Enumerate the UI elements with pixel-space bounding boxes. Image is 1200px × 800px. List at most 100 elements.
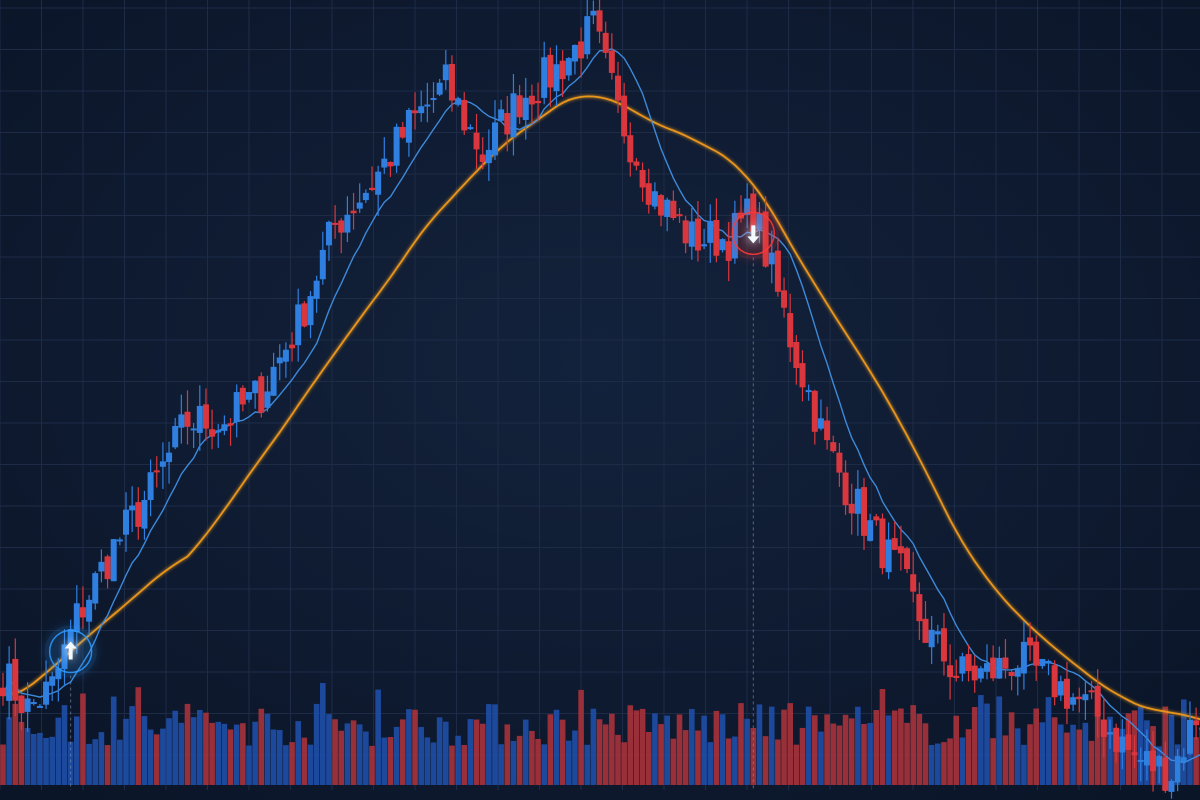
volume-bar xyxy=(768,706,775,785)
volume-bars xyxy=(0,682,1200,785)
candle-body xyxy=(1088,690,1095,693)
candle-body xyxy=(885,539,892,573)
candle-body xyxy=(1014,668,1021,677)
signal-guide-lines xyxy=(70,257,754,790)
moving-average-slow xyxy=(2,95,1200,721)
candle-body xyxy=(498,109,505,121)
candle-body xyxy=(1020,641,1027,674)
candle-body xyxy=(971,665,978,681)
candle-body xyxy=(276,357,283,364)
candle-body xyxy=(258,376,265,413)
candle-body xyxy=(965,654,972,672)
volume-bar xyxy=(787,703,793,785)
candle-body xyxy=(940,628,947,662)
arrow-down-icon xyxy=(747,225,760,244)
candle-body xyxy=(1143,751,1150,766)
volume-bar xyxy=(399,719,406,785)
candle-body xyxy=(1125,734,1132,750)
candle-body xyxy=(824,420,831,441)
candle-body xyxy=(744,198,751,215)
volume-bar xyxy=(221,723,228,785)
volume-bar xyxy=(12,703,19,785)
candle-body xyxy=(1137,759,1144,762)
volume-bar xyxy=(928,744,935,785)
volume-bar xyxy=(916,713,923,785)
candle-body xyxy=(578,41,585,59)
candle-body xyxy=(904,548,911,570)
candle-body xyxy=(202,404,209,429)
candle-body xyxy=(547,54,554,88)
candle-body xyxy=(110,539,117,582)
volume-bar xyxy=(707,742,714,785)
candle-body xyxy=(596,10,603,32)
candle-body xyxy=(485,149,492,164)
candle-body xyxy=(793,341,800,369)
candle-body xyxy=(356,202,363,209)
candle-body xyxy=(252,380,259,394)
volume-bar xyxy=(590,708,597,785)
volume-bar xyxy=(879,688,886,785)
volume-bar xyxy=(166,718,172,785)
volume-bar xyxy=(805,706,812,785)
candle-body xyxy=(553,64,560,92)
candle-body xyxy=(289,344,296,349)
candle-body xyxy=(430,98,437,101)
candle-body xyxy=(405,110,412,143)
candle-body xyxy=(24,698,31,712)
candle-body xyxy=(338,220,345,233)
volume-bar xyxy=(443,721,449,785)
volume-bar xyxy=(941,742,947,785)
volume-bar xyxy=(922,723,929,785)
volume-bar xyxy=(1002,735,1009,785)
volume-bar xyxy=(645,731,652,785)
candle-body xyxy=(658,195,665,216)
volume-bar xyxy=(664,715,670,785)
candle-body xyxy=(92,573,99,604)
volume-bar xyxy=(455,735,461,785)
candle-body xyxy=(1131,752,1138,756)
volume-bar xyxy=(141,716,148,785)
candle-body xyxy=(123,509,129,535)
candle-body xyxy=(676,214,683,217)
volume-bar xyxy=(123,718,129,785)
candle-body xyxy=(424,104,431,107)
candle-body xyxy=(442,64,449,81)
candle-body xyxy=(1008,671,1015,676)
volume-bar xyxy=(381,737,388,785)
volume-bar xyxy=(117,739,123,785)
candle-body xyxy=(1063,678,1070,709)
volume-bar xyxy=(1088,740,1095,785)
volume-bar xyxy=(283,745,289,785)
volume-bar xyxy=(313,703,320,785)
volume-bar xyxy=(744,718,750,785)
volume-bar xyxy=(110,696,117,785)
volume-bar xyxy=(129,706,135,785)
volume-bar xyxy=(363,731,369,785)
candle-body xyxy=(627,135,634,163)
candle-body xyxy=(98,561,105,572)
candle-body xyxy=(891,538,898,550)
candle-body xyxy=(811,390,818,432)
candle-body xyxy=(479,154,486,162)
candle-body xyxy=(842,472,849,506)
volume-bar xyxy=(676,714,683,785)
volume-bar xyxy=(80,693,86,785)
volume-bar xyxy=(320,682,326,785)
candle-body xyxy=(559,60,566,80)
candle-body xyxy=(879,518,886,569)
candle-body xyxy=(1180,757,1187,762)
candle-body xyxy=(1033,641,1040,666)
volume-bar xyxy=(627,705,634,785)
volume-bar xyxy=(1051,717,1058,785)
candle-body xyxy=(1082,694,1089,701)
volume-bar xyxy=(43,737,49,785)
volume-bar xyxy=(602,724,609,785)
volume-bar xyxy=(307,744,314,785)
volume-bar xyxy=(338,730,345,785)
volume-bar xyxy=(473,719,480,785)
volume-bar xyxy=(406,709,412,785)
volume-bar xyxy=(996,696,1003,785)
candle-body xyxy=(701,244,708,247)
volume-bar xyxy=(609,713,615,785)
